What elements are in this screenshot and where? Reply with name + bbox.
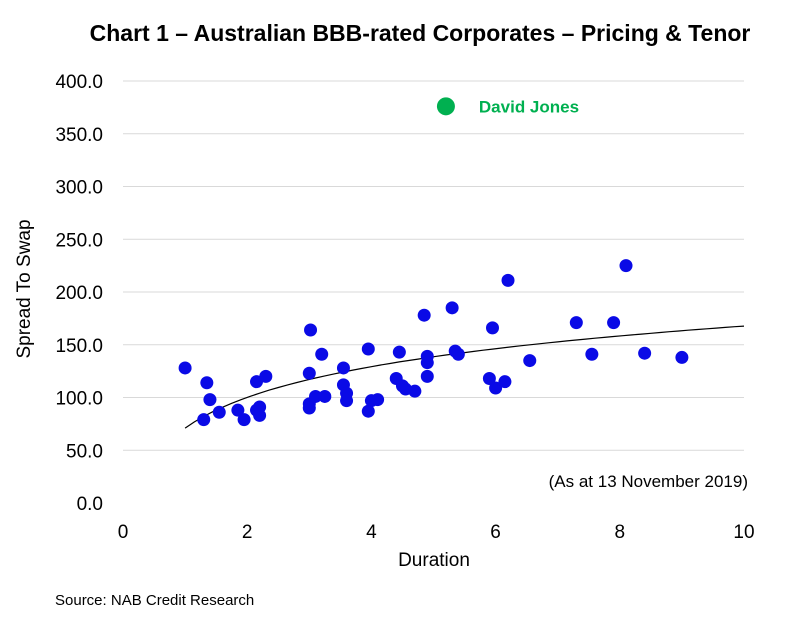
data-point: [392, 345, 406, 359]
y-axis-label: Spread To Swap: [14, 219, 35, 358]
data-point: [336, 361, 350, 375]
data-point: [619, 259, 633, 273]
data-point: [212, 405, 226, 419]
data-point: [315, 347, 329, 361]
y-tick-label: 200.0: [55, 283, 103, 304]
source-note: Source: NAB Credit Research: [55, 592, 254, 609]
data-point: [489, 381, 503, 395]
x-tick-label: 0: [118, 522, 129, 543]
data-point: [231, 403, 245, 417]
y-tick-label: 300.0: [55, 178, 103, 199]
y-tick-label: 250.0: [55, 230, 103, 251]
data-points: [178, 259, 689, 427]
x-axis-label: Duration: [398, 550, 470, 571]
data-point: [340, 394, 354, 408]
data-point: [200, 376, 214, 390]
y-tick-label: 50.0: [66, 441, 103, 462]
data-point: [523, 354, 537, 368]
y-tick-label: 150.0: [55, 336, 103, 357]
data-point: [451, 347, 465, 361]
data-point: [417, 308, 431, 322]
y-axis-ticks: 0.0 50.0 100.0 150.0 200.0 250.0 300.0 350.0 400…: [55, 72, 103, 515]
y-tick-label: 100.0: [55, 389, 103, 410]
data-point: [197, 413, 211, 427]
data-point: [482, 372, 496, 386]
data-point: [585, 347, 599, 361]
data-point: [259, 369, 273, 383]
data-point: [253, 400, 267, 414]
data-point: [485, 321, 499, 335]
date-annotation: (As at 13 November 2019): [549, 472, 748, 491]
data-point: [178, 361, 192, 375]
y-tick-label: 0.0: [77, 494, 103, 515]
y-tick-label: 400.0: [55, 72, 103, 93]
data-point: [420, 356, 434, 370]
y-tick-label: 350.0: [55, 125, 103, 146]
data-point: [675, 350, 689, 364]
data-point: [361, 342, 375, 356]
data-point: [302, 366, 316, 380]
data-point: [420, 369, 434, 383]
gridlines: [123, 80, 744, 451]
x-tick-label: 10: [733, 522, 754, 543]
data-point: [638, 346, 652, 360]
x-tick-label: 8: [615, 522, 626, 543]
data-point: [445, 301, 459, 315]
x-tick-label: 6: [490, 522, 501, 543]
x-tick-label: 2: [242, 522, 253, 543]
data-point: [607, 316, 621, 330]
x-tick-label: 4: [366, 522, 377, 543]
data-point: [361, 404, 375, 418]
data-point: [203, 393, 217, 407]
highlight-label: David Jones: [479, 97, 579, 116]
data-point: [318, 389, 332, 403]
data-point: [408, 384, 422, 398]
data-point: [569, 316, 583, 330]
highlight-point-david-jones: [436, 97, 455, 116]
data-point: [237, 413, 251, 427]
data-point: [371, 393, 385, 407]
data-point: [501, 273, 515, 287]
x-axis-ticks: 0 2 4 6 8 10: [118, 522, 755, 543]
data-point: [309, 389, 323, 403]
data-point: [302, 401, 316, 415]
chart-title: Chart 1 – Australian BBB-rated Corporate…: [90, 20, 751, 46]
data-point: [304, 323, 318, 337]
data-point: [498, 375, 512, 389]
